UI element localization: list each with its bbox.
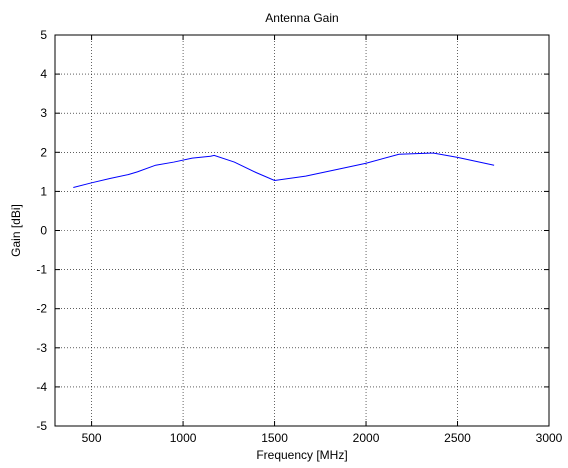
x-axis-label: Frequency [MHz] xyxy=(256,448,347,462)
y-tick-label: -3 xyxy=(36,341,47,355)
y-tick-label: -5 xyxy=(36,419,47,433)
x-tick-label: 3000 xyxy=(536,431,563,445)
y-tick-label: -1 xyxy=(36,263,47,277)
y-tick-label: 0 xyxy=(40,224,47,238)
x-tick-label: 500 xyxy=(82,431,102,445)
y-tick-label: 3 xyxy=(40,106,47,120)
x-tick-label: 1500 xyxy=(261,431,288,445)
series-group xyxy=(73,152,495,188)
y-tick-label: 2 xyxy=(40,145,47,159)
y-tick-label: 1 xyxy=(40,184,47,198)
x-tick-label: 2500 xyxy=(444,431,471,445)
y-tick-label: 4 xyxy=(40,67,47,81)
y-tick-label: 5 xyxy=(40,28,47,42)
y-tick-label: -4 xyxy=(36,380,47,394)
grid xyxy=(55,35,549,426)
y-tick-label: -2 xyxy=(36,302,47,316)
y-axis-label: Gain [dBi] xyxy=(9,204,23,257)
chart-title: Antenna Gain xyxy=(265,11,338,25)
series-line-1 xyxy=(73,152,495,188)
x-tick-label: 2000 xyxy=(353,431,380,445)
x-tick-label: 1000 xyxy=(170,431,197,445)
axis-ticks: 500 1000 1500 2000 2500 3000 -5 -4 -3 -2 -1 0 1 2 3 4 5 xyxy=(36,28,562,445)
